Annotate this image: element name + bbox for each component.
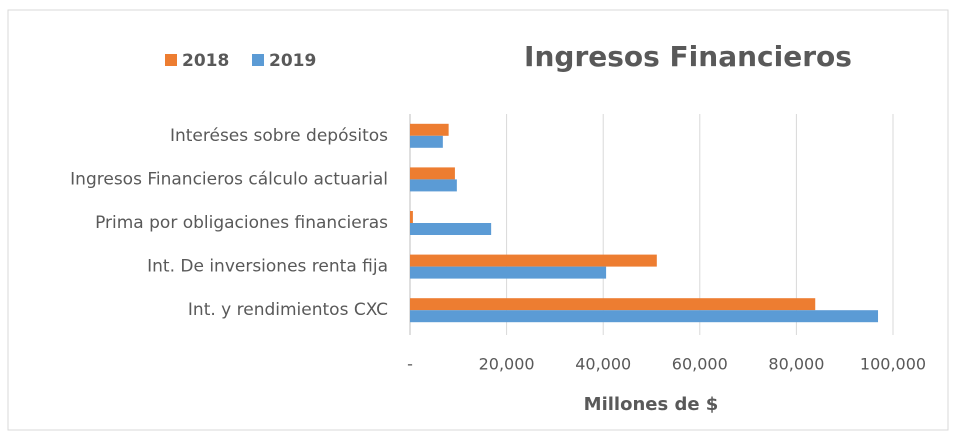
bar — [410, 135, 443, 148]
y-tick-label: Interéses sobre depósitos — [170, 126, 388, 146]
x-tick-label: 20,000 — [479, 355, 535, 374]
y-tick-label: Ingresos Financieros cálculo actuarial — [70, 169, 388, 189]
x-tick-label: 60,000 — [672, 355, 728, 374]
x-tick-label: - — [407, 355, 413, 374]
x-tick-label: 100,000 — [860, 355, 926, 374]
legend-swatch — [165, 54, 177, 66]
chart-title: Ingresos Financieros — [524, 40, 852, 73]
legend-swatch — [252, 54, 264, 66]
bar — [410, 254, 657, 267]
y-tick-label: Int. De inversiones renta fija — [147, 257, 388, 277]
bar — [410, 123, 449, 136]
x-tick-label: 40,000 — [575, 355, 631, 374]
bar — [410, 211, 413, 223]
legend-label: 2019 — [269, 51, 316, 71]
x-tick-label: 80,000 — [768, 355, 824, 374]
bar — [410, 266, 607, 279]
y-tick-label: Int. y rendimientos CXC — [188, 300, 388, 320]
bar — [410, 179, 457, 192]
bar — [410, 223, 492, 235]
legend-label: 2018 — [182, 51, 229, 71]
bar — [410, 310, 879, 323]
bar — [410, 298, 816, 311]
y-tick-label: Prima por obligaciones financieras — [95, 213, 388, 233]
bar — [410, 167, 455, 180]
x-axis-title: Millones de $ — [584, 394, 719, 415]
chart-frame — [7, 9, 949, 431]
